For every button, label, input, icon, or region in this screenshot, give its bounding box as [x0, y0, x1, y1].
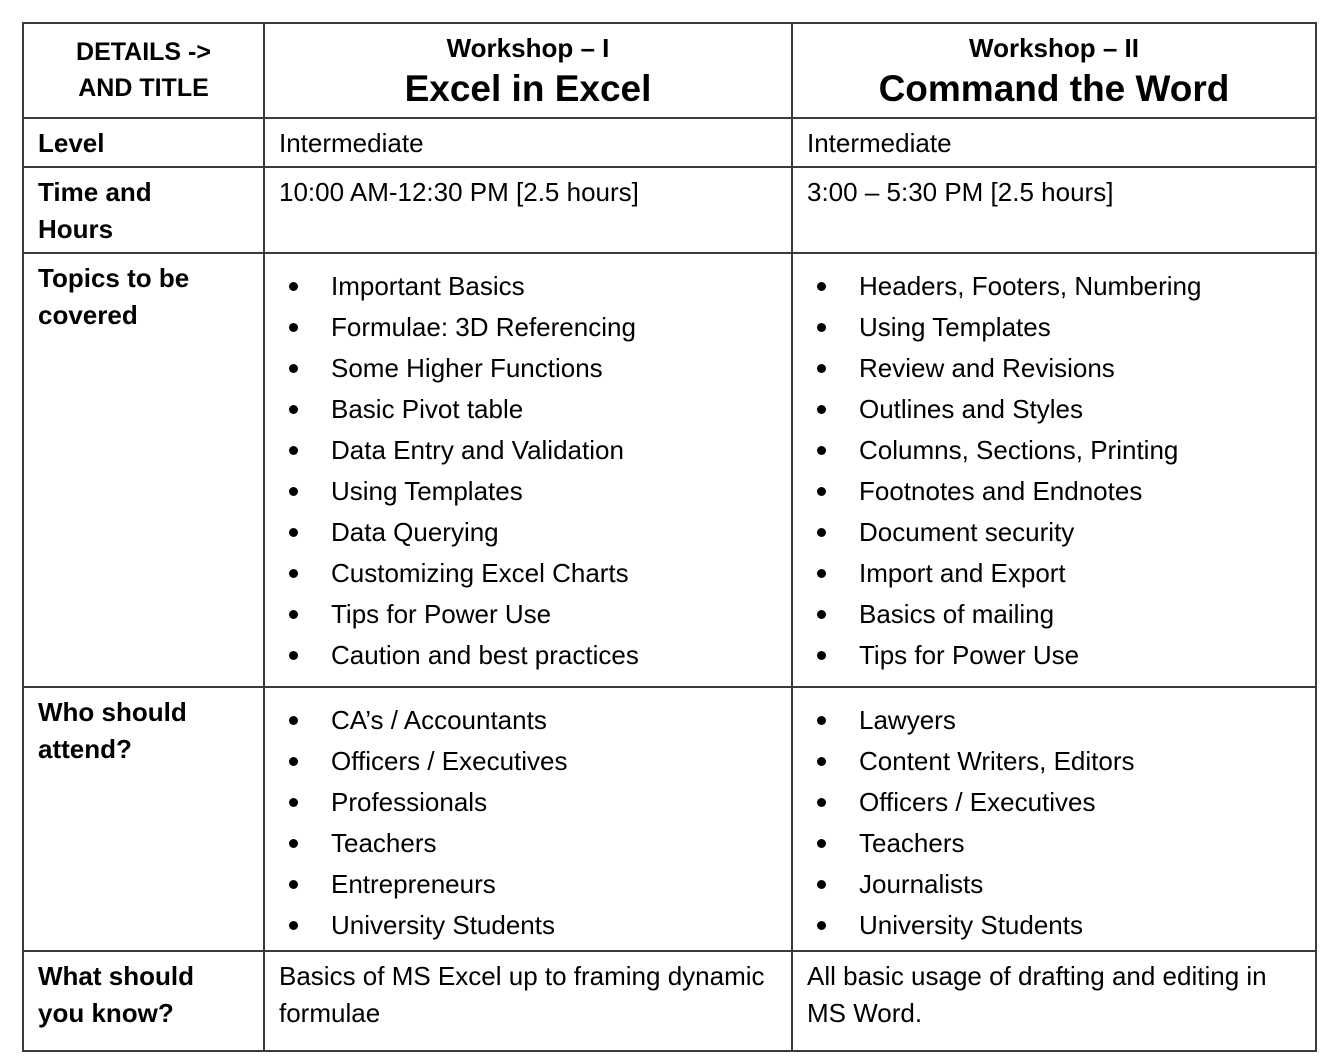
workshop2-header-cell: Workshop – II Command the Word	[791, 22, 1317, 119]
attendees-row: Who should attend? CA’s / Accountants Off…	[22, 686, 1317, 952]
workshop1-attendees-list: CA’s / Accountants Officers / Executives P…	[279, 700, 777, 946]
prerequisites-row-label: What should you know?	[22, 950, 265, 1052]
list-item: Professionals	[279, 782, 777, 823]
time-row: Time and Hours 10:00 AM-12:30 PM [2.5 ho…	[22, 166, 1317, 254]
list-item: Import and Export	[807, 553, 1301, 594]
list-item: Important Basics	[279, 266, 777, 307]
list-item: Content Writers, Editors	[807, 741, 1301, 782]
workshop2-attendees-cell: Lawyers Content Writers, Editors Officers …	[791, 686, 1317, 952]
workshop1-time-value: 10:00 AM-12:30 PM [2.5 hours]	[263, 166, 793, 254]
list-item: Review and Revisions	[807, 348, 1301, 389]
workshop1-topics-list: Important Basics Formulae: 3D Referencing…	[279, 266, 777, 676]
time-row-label: Time and Hours	[22, 166, 265, 254]
list-item: Caution and best practices	[279, 635, 777, 676]
list-item: Entrepreneurs	[279, 864, 777, 905]
workshop2-label: Workshop – II	[969, 33, 1139, 63]
topics-row-label: Topics to be covered	[22, 252, 265, 688]
prerequisites-row: What should you know? Basics of MS Excel…	[22, 950, 1317, 1052]
list-item: Using Templates	[807, 307, 1301, 348]
list-item: University Students	[807, 905, 1301, 946]
list-item: Headers, Footers, Numbering	[807, 266, 1301, 307]
workshop1-level-value: Intermediate	[263, 117, 793, 168]
attendees-row-label: Who should attend?	[22, 686, 265, 952]
workshop2-prerequisites-value: All basic usage of drafting and editing …	[791, 950, 1317, 1052]
workshop1-label: Workshop – I	[446, 33, 610, 63]
workshop-comparison-table: DETAILS -> AND TITLE Workshop – I Excel …	[22, 22, 1317, 1052]
list-item: Using Templates	[279, 471, 777, 512]
list-item: Basics of mailing	[807, 594, 1301, 635]
list-item: Journalists	[807, 864, 1301, 905]
workshop2-time-value: 3:00 – 5:30 PM [2.5 hours]	[791, 166, 1317, 254]
list-item: Formulae: 3D Referencing	[279, 307, 777, 348]
workshop1-header-cell: Workshop – I Excel in Excel	[263, 22, 793, 119]
workshop1-title: Excel in Excel	[404, 68, 652, 109]
list-item: Officers / Executives	[807, 782, 1301, 823]
list-item: Tips for Power Use	[279, 594, 777, 635]
list-item: University Students	[279, 905, 777, 946]
list-item: Teachers	[279, 823, 777, 864]
level-row-label: Level	[22, 117, 265, 168]
list-item: Footnotes and Endnotes	[807, 471, 1301, 512]
list-item: Teachers	[807, 823, 1301, 864]
list-item: Data Entry and Validation	[279, 430, 777, 471]
list-item: Basic Pivot table	[279, 389, 777, 430]
list-item: Data Querying	[279, 512, 777, 553]
list-item: Officers / Executives	[279, 741, 777, 782]
workshop2-attendees-list: Lawyers Content Writers, Editors Officers …	[807, 700, 1301, 946]
workshop2-level-value: Intermediate	[791, 117, 1317, 168]
workshop2-topics-cell: Headers, Footers, Numbering Using Templat…	[791, 252, 1317, 688]
list-item: Lawyers	[807, 700, 1301, 741]
workshop1-topics-cell: Important Basics Formulae: 3D Referencing…	[263, 252, 793, 688]
list-item: Outlines and Styles	[807, 389, 1301, 430]
list-item: Some Higher Functions	[279, 348, 777, 389]
list-item: Customizing Excel Charts	[279, 553, 777, 594]
list-item: Document security	[807, 512, 1301, 553]
workshop2-title: Command the Word	[878, 68, 1230, 109]
workshop1-attendees-cell: CA’s / Accountants Officers / Executives P…	[263, 686, 793, 952]
details-and-title-corner-cell: DETAILS -> AND TITLE	[22, 22, 265, 119]
list-item: Tips for Power Use	[807, 635, 1301, 676]
workshop2-topics-list: Headers, Footers, Numbering Using Templat…	[807, 266, 1301, 676]
workshop1-prerequisites-value: Basics of MS Excel up to framing dynamic…	[263, 950, 793, 1052]
header-row: DETAILS -> AND TITLE Workshop – I Excel …	[22, 22, 1317, 119]
topics-row: Topics to be covered Important Basics For…	[22, 252, 1317, 688]
list-item: CA’s / Accountants	[279, 700, 777, 741]
level-row: Level Intermediate Intermediate	[22, 117, 1317, 168]
list-item: Columns, Sections, Printing	[807, 430, 1301, 471]
